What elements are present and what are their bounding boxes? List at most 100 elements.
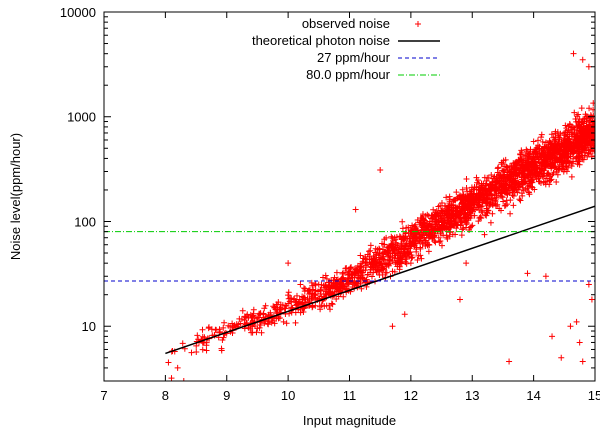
observed-noise-point <box>446 202 453 209</box>
observed-noise-point <box>457 196 464 203</box>
observed-noise-point <box>330 281 337 288</box>
observed-noise-point <box>510 173 517 180</box>
observed-noise-point <box>536 173 543 180</box>
observed-noise-point <box>271 320 278 327</box>
observed-noise-point <box>489 210 496 217</box>
observed-noise-point <box>301 288 308 295</box>
observed-noise-point <box>587 117 594 124</box>
observed-noise-point <box>297 281 304 288</box>
observed-noise-point <box>508 173 515 180</box>
observed-noise-point <box>478 207 485 214</box>
observed-noise-point <box>400 250 407 257</box>
observed-noise-point <box>362 267 369 274</box>
observed-noise-point <box>317 290 324 297</box>
observed-noise-point <box>199 326 206 333</box>
observed-noise-point <box>460 225 467 232</box>
observed-noise-point <box>437 237 444 244</box>
observed-noise-point <box>257 310 264 317</box>
legend: observed noise theoretical photon noise 27… <box>252 16 440 82</box>
observed-noise-point <box>503 163 510 170</box>
observed-noise-point <box>503 197 510 204</box>
observed-noise-point <box>587 141 594 148</box>
observed-noise-point <box>261 320 268 327</box>
observed-noise-point <box>438 218 445 225</box>
observed-noise-point <box>484 174 491 181</box>
observed-noise-point <box>523 152 530 159</box>
observed-noise-point <box>526 151 533 158</box>
observed-noise-point <box>265 321 272 328</box>
observed-noise-point <box>519 192 526 199</box>
observed-noise-point <box>457 210 464 217</box>
observed-noise-point <box>541 152 548 159</box>
observed-noise-point <box>205 324 212 331</box>
observed-noise-point <box>384 260 391 267</box>
observed-noise-point <box>243 313 250 320</box>
observed-noise-point <box>285 289 292 296</box>
observed-noise-point <box>426 241 433 248</box>
observed-noise-point <box>584 153 591 160</box>
observed-noise-point <box>539 138 546 145</box>
observed-noise-point <box>255 314 262 321</box>
observed-noise-point <box>560 141 567 148</box>
observed-noise-point <box>518 176 525 183</box>
observed-noise-point <box>376 250 383 257</box>
observed-noise-point <box>417 215 424 222</box>
observed-noise-point <box>473 205 480 212</box>
x-tick-label: 14 <box>526 388 540 403</box>
observed-noise-point <box>404 253 411 260</box>
legend-marker <box>415 21 421 27</box>
observed-noise-point <box>483 200 490 207</box>
observed-noise-point <box>459 186 466 193</box>
observed-noise-point <box>463 184 470 191</box>
observed-noise-point <box>526 182 533 189</box>
observed-noise-point <box>398 240 405 247</box>
observed-noise-point <box>570 50 577 57</box>
observed-noise-point <box>528 177 535 184</box>
observed-noise-point <box>582 111 589 118</box>
observed-noise-point <box>474 179 481 186</box>
observed-noise-point <box>460 214 467 221</box>
observed-noise-point <box>570 149 577 156</box>
observed-noise-point <box>458 219 465 226</box>
observed-noise-point <box>239 307 246 314</box>
observed-noise-point <box>523 164 530 171</box>
observed-noise-point <box>581 152 588 159</box>
observed-noise-point <box>500 184 507 191</box>
observed-noise-point <box>327 306 334 313</box>
observed-noise-point <box>367 269 374 276</box>
observed-noise-point <box>370 263 377 270</box>
observed-noise-point <box>312 282 319 289</box>
observed-noise-point <box>394 242 401 249</box>
observed-noise-point <box>531 172 538 179</box>
observed-noise-point <box>352 206 359 213</box>
observed-noise-point <box>310 286 317 293</box>
observed-noise-point <box>408 255 415 262</box>
observed-noise-point <box>590 100 595 107</box>
observed-noise-point <box>574 161 581 168</box>
observed-noise-point <box>580 131 587 138</box>
observed-noise-point <box>431 227 438 234</box>
legend-label: 80.0 ppm/hour <box>306 67 391 82</box>
observed-noise-point <box>507 210 514 217</box>
observed-noise-point <box>510 193 517 200</box>
observed-noise-point <box>312 302 319 309</box>
observed-noise-point <box>363 256 370 263</box>
observed-noise-point <box>502 156 509 163</box>
observed-noise-point <box>552 155 559 162</box>
observed-noise-point <box>462 193 469 200</box>
observed-noise-point <box>408 227 415 234</box>
observed-noise-point <box>300 294 307 301</box>
observed-noise-point <box>431 233 438 240</box>
observed-noise-point <box>458 232 465 239</box>
observed-noise-point <box>495 164 502 171</box>
observed-noise-point <box>329 285 336 292</box>
observed-noise-point <box>274 308 281 315</box>
observed-noise-point <box>460 200 467 207</box>
observed-noise-point <box>429 234 436 241</box>
observed-noise-point <box>360 255 367 262</box>
observed-noise-point <box>572 133 579 140</box>
observed-noise-point <box>165 359 172 366</box>
observed-noise-point <box>377 167 384 174</box>
observed-noise-point <box>488 187 495 194</box>
observed-noise-point <box>572 155 579 162</box>
